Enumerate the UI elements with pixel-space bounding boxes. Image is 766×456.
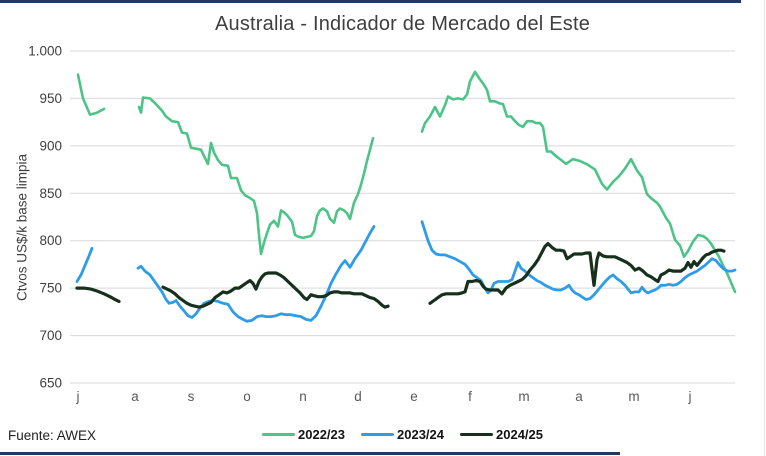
series-2024-25	[75, 242, 726, 309]
x-tick-label: n	[299, 389, 307, 404]
legend-label: 2022/23	[298, 427, 345, 442]
y-tick-label: 800	[39, 233, 62, 248]
chart-title: Australia - Indicador de Mercado del Est…	[214, 13, 591, 35]
legend-item-2023-24: 2023/24	[361, 427, 444, 442]
series-line	[136, 225, 376, 323]
series-line	[428, 242, 726, 305]
y-tick-label: 850	[39, 186, 62, 201]
x-tick-label: j	[688, 389, 692, 404]
series-line	[75, 286, 121, 303]
x-tick-label: m	[518, 389, 529, 404]
y-tick-label: 700	[39, 328, 62, 343]
x-tick-label: s	[188, 389, 195, 404]
bottom-divider	[0, 452, 620, 455]
legend: 2022/23 2023/24 2024/25	[70, 427, 735, 442]
x-tick-label: a	[131, 389, 139, 404]
x-tick-label: o	[243, 389, 251, 404]
series-line	[75, 246, 94, 283]
x-tick-label: a	[575, 389, 583, 404]
x-tick-label: e	[410, 389, 418, 404]
series-2023-24	[75, 220, 737, 323]
legend-swatch	[460, 432, 493, 437]
x-tick-label: j	[76, 389, 80, 404]
legend-label: 2024/25	[496, 427, 543, 442]
legend-swatch	[361, 432, 394, 437]
series-line	[137, 96, 375, 256]
y-tick-label: 900	[39, 138, 62, 153]
y-tick-label: 1.000	[28, 44, 62, 59]
y-tick-label: 650	[39, 376, 62, 391]
right-edge-line	[764, 0, 765, 456]
y-tick-label: 950	[39, 91, 62, 106]
series-line	[420, 70, 737, 294]
legend-item-2022-23: 2022/23	[262, 427, 345, 442]
legend-swatch	[262, 432, 295, 437]
series-line	[161, 271, 390, 309]
x-tick-label: m	[628, 389, 639, 404]
legend-item-2024-25: 2024/25	[460, 427, 543, 442]
x-tick-label: d	[354, 389, 362, 404]
x-tick-label: f	[468, 389, 472, 404]
top-divider	[0, 0, 741, 3]
source-label: Fuente: AWEX	[8, 428, 97, 443]
series-line	[420, 220, 737, 301]
y-tick-label: 750	[39, 281, 62, 296]
legend-label: 2023/24	[397, 427, 444, 442]
series-2022-23	[76, 70, 737, 294]
series-line	[76, 73, 106, 116]
